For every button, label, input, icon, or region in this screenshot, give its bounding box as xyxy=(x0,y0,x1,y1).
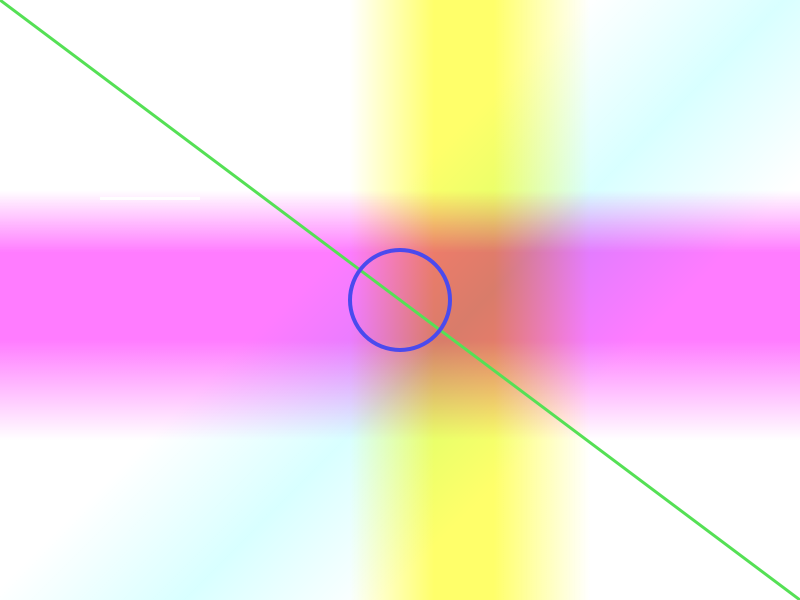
magenta-horizontal-band xyxy=(0,190,800,440)
white-dash xyxy=(100,197,200,200)
blue-circle xyxy=(348,248,452,352)
